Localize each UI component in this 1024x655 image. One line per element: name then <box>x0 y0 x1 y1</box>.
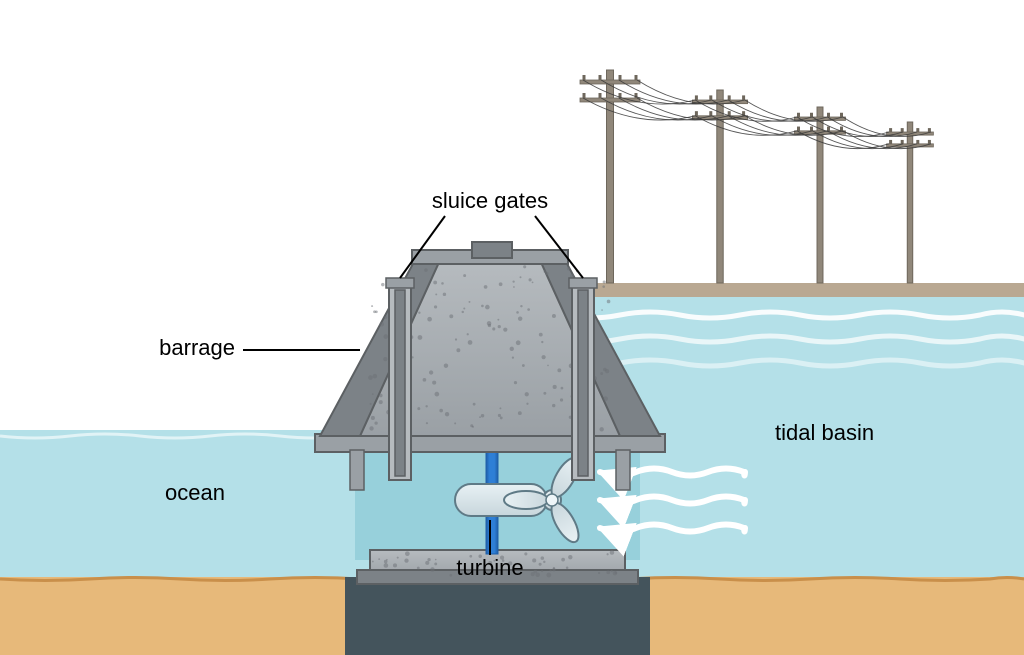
sluice_gates-label: sluice gates <box>432 188 548 213</box>
barrage-label: barrage <box>159 335 235 360</box>
shore-strip <box>540 283 1024 297</box>
tidal_basin-label: tidal basin <box>775 420 874 445</box>
turbine-label: turbine <box>456 555 523 580</box>
ocean-label: ocean <box>165 480 225 505</box>
power-poles <box>580 70 933 283</box>
bedrock <box>345 577 650 655</box>
